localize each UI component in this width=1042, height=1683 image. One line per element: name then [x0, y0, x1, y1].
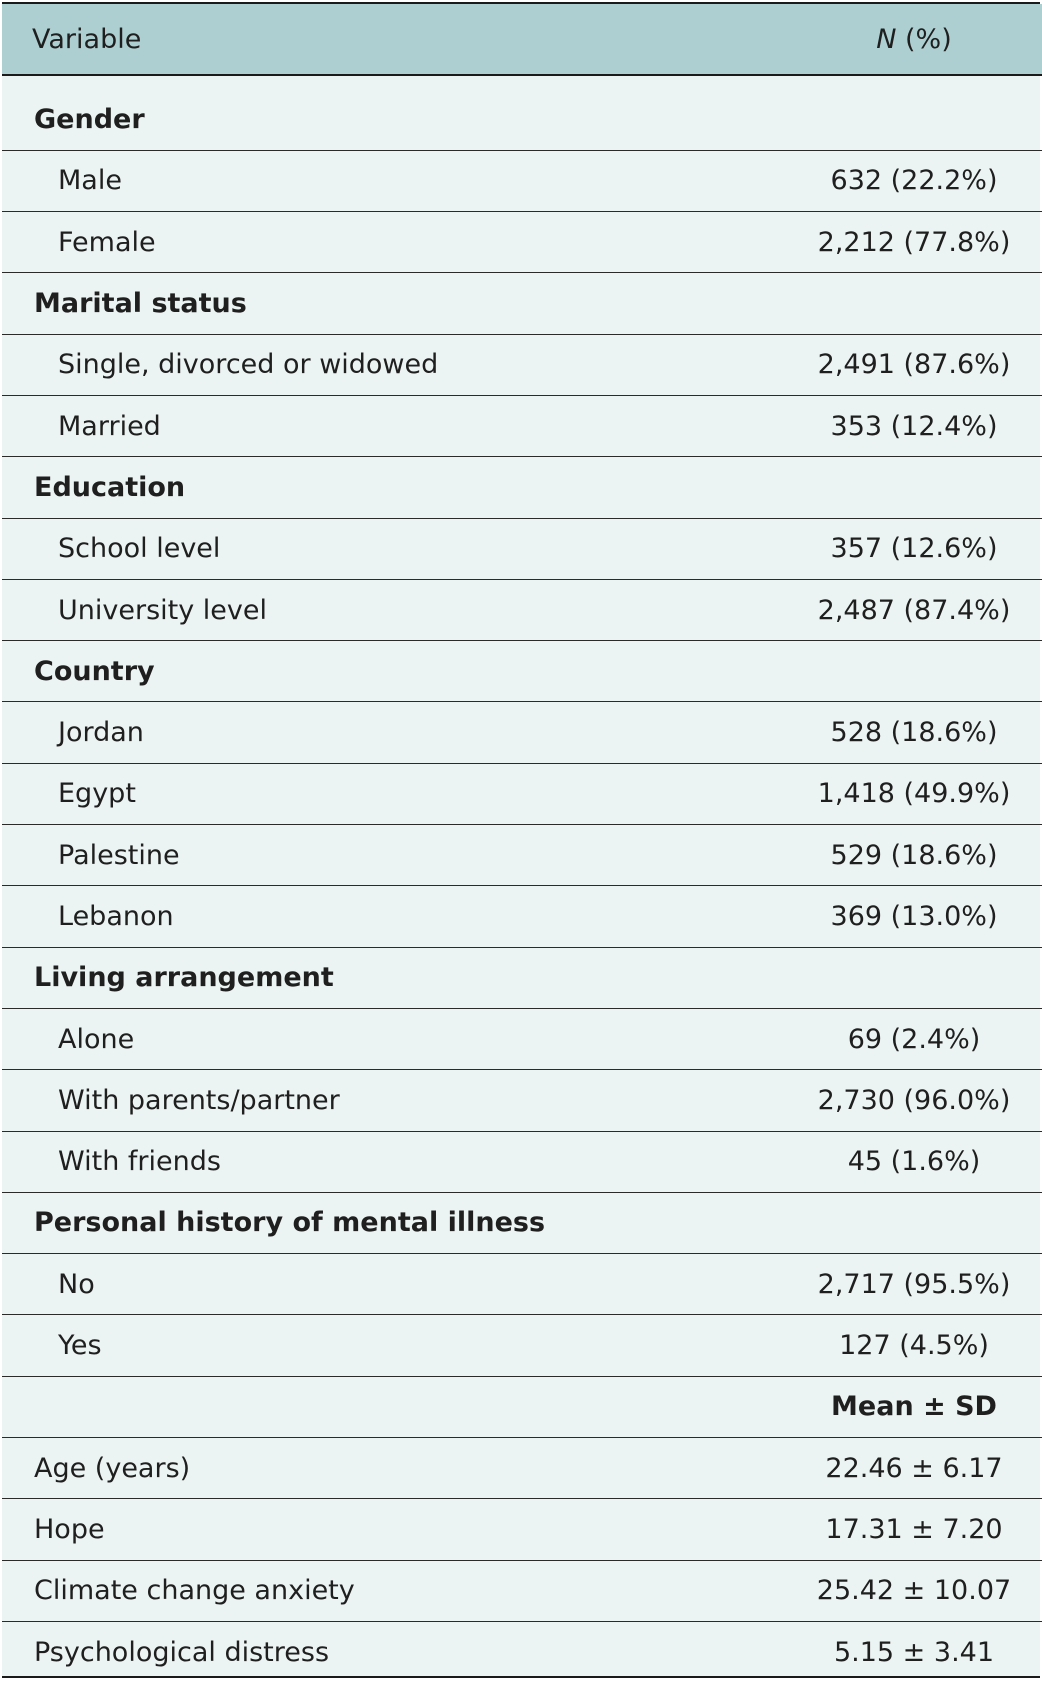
value-cell: 2,487 (87.4%): [817, 594, 1011, 626]
item-label: Egypt: [58, 778, 136, 810]
value-cell: 45 (1.6%): [847, 1146, 981, 1178]
table-row-item: Egypt 1,418 (49.9%): [2, 763, 1042, 825]
table-header: Variable N (%): [2, 4, 1042, 76]
table-row-item: With parents/partner 2,730 (96.0%): [2, 1070, 1042, 1132]
item-label: Lebanon: [58, 901, 174, 932]
n-percent-column-header: N (%): [758, 4, 1042, 76]
table-row-plain: Psychological distress 5.15 ± 3.41: [2, 1621, 1042, 1682]
table-row-plain: Age (years) 22.46 ± 6.17: [2, 1438, 1042, 1499]
value-cell: 353 (12.4%): [830, 410, 998, 442]
value-cell: 2,730 (96.0%): [817, 1084, 1011, 1116]
table-row-category: Education: [2, 457, 1042, 519]
value-cell: 5.15 ± 3.41: [833, 1636, 995, 1668]
category-label: Living arrangement: [34, 962, 334, 994]
table-row-item: Lebanon 369 (13.0%): [2, 886, 1042, 948]
table-row-subheader: Mean ± SD: [2, 1376, 1042, 1438]
header-row: Variable N (%): [2, 4, 1042, 76]
table-row-item: Yes 127 (4.5%): [2, 1315, 1042, 1377]
n-header-italic: N: [876, 23, 897, 55]
table-row-category: Personal history of mental illness: [2, 1192, 1042, 1254]
value-cell: 127 (4.5%): [839, 1330, 989, 1362]
category-label: Gender: [34, 103, 145, 135]
variable-label: [2, 1376, 758, 1437]
data-table: Variable N (%) Gender Male 632 (22.2%) Fema…: [2, 4, 1042, 1683]
item-label: Female: [58, 226, 156, 258]
table-row-item: Single, divorced or widowed 2,491 (87.6%): [2, 334, 1042, 396]
value-cell: [758, 457, 1042, 518]
table-row-item: Palestine 529 (18.6%): [2, 825, 1042, 886]
value-cell: 2,212 (77.8%): [817, 226, 1011, 258]
item-label: Alone: [58, 1023, 135, 1055]
item-label: University level: [58, 594, 267, 626]
value-cell: 632 (22.2%): [830, 165, 998, 197]
table-row-item: Jordan 528 (18.6%): [2, 702, 1042, 764]
value-cell: [758, 947, 1042, 1008]
item-label: Yes: [58, 1330, 102, 1362]
variable-header-label: Variable: [32, 23, 142, 55]
item-label: School level: [58, 533, 221, 565]
item-label: With parents/partner: [58, 1084, 340, 1116]
table-row-item: Male 632 (22.2%): [2, 150, 1042, 212]
header-spacer: [2, 75, 1042, 89]
table-row-item: Alone 69 (2.4%): [2, 1008, 1042, 1070]
value-cell: 528 (18.6%): [830, 717, 998, 749]
value-cell: [758, 273, 1042, 334]
table-row-category: Country: [2, 641, 1042, 702]
value-cell: 22.46 ± 6.17: [825, 1452, 1003, 1484]
item-label: Single, divorced or widowed: [58, 349, 439, 381]
mean-sd-subheader: Mean ± SD: [831, 1391, 997, 1423]
value-cell: 17.31 ± 7.20: [825, 1513, 1003, 1545]
table-row-plain: Hope 17.31 ± 7.20: [2, 1499, 1042, 1561]
value-cell: 2,491 (87.6%): [817, 349, 1011, 381]
table-row-category: Marital status: [2, 273, 1042, 335]
value-cell: 357 (12.6%): [830, 533, 998, 565]
table-row-plain: Climate change anxiety 25.42 ± 10.07: [2, 1560, 1042, 1622]
value-cell: 2,717 (95.5%): [817, 1268, 1011, 1300]
table-row-item: With friends 45 (1.6%): [2, 1131, 1042, 1193]
variable-label: Psychological distress: [34, 1636, 330, 1668]
category-label: Education: [34, 471, 186, 503]
item-label: Male: [58, 165, 122, 197]
value-cell: [758, 641, 1042, 702]
value-cell: 69 (2.4%): [847, 1023, 981, 1055]
variable-column-header: Variable: [2, 4, 758, 76]
item-label: With friends: [58, 1146, 221, 1178]
table-row-item: School level 357 (12.6%): [2, 518, 1042, 580]
variable-label: Age (years): [34, 1452, 191, 1484]
table-row-item: Female 2,212 (77.8%): [2, 212, 1042, 273]
value-cell: 1,418 (49.9%): [817, 778, 1011, 810]
variable-label: Hope: [34, 1513, 105, 1545]
item-label: Jordan: [58, 717, 144, 749]
category-label: Marital status: [34, 288, 247, 320]
value-cell: [758, 1192, 1042, 1253]
item-label: No: [58, 1268, 95, 1300]
table-row-category: Gender: [2, 89, 1042, 151]
table-row-item: Married 353 (12.4%): [2, 395, 1042, 457]
n-header-suffix: (%): [896, 23, 952, 55]
value-cell: 369 (13.0%): [830, 901, 998, 932]
table-row-item: No 2,717 (95.5%): [2, 1254, 1042, 1315]
value-cell: [758, 89, 1042, 150]
item-label: Palestine: [58, 839, 180, 871]
variable-label: Climate change anxiety: [34, 1575, 355, 1607]
value-cell: 25.42 ± 10.07: [816, 1575, 1012, 1607]
table-row-category: Living arrangement: [2, 947, 1042, 1009]
table-row-item: University level 2,487 (87.4%): [2, 579, 1042, 641]
category-label: Country: [34, 655, 155, 687]
item-label: Married: [58, 410, 161, 442]
value-cell: 529 (18.6%): [830, 839, 998, 871]
category-label: Personal history of mental illness: [34, 1207, 546, 1239]
table-body: Gender Male 632 (22.2%) Female 2,212 (77.8%)…: [2, 75, 1042, 1683]
